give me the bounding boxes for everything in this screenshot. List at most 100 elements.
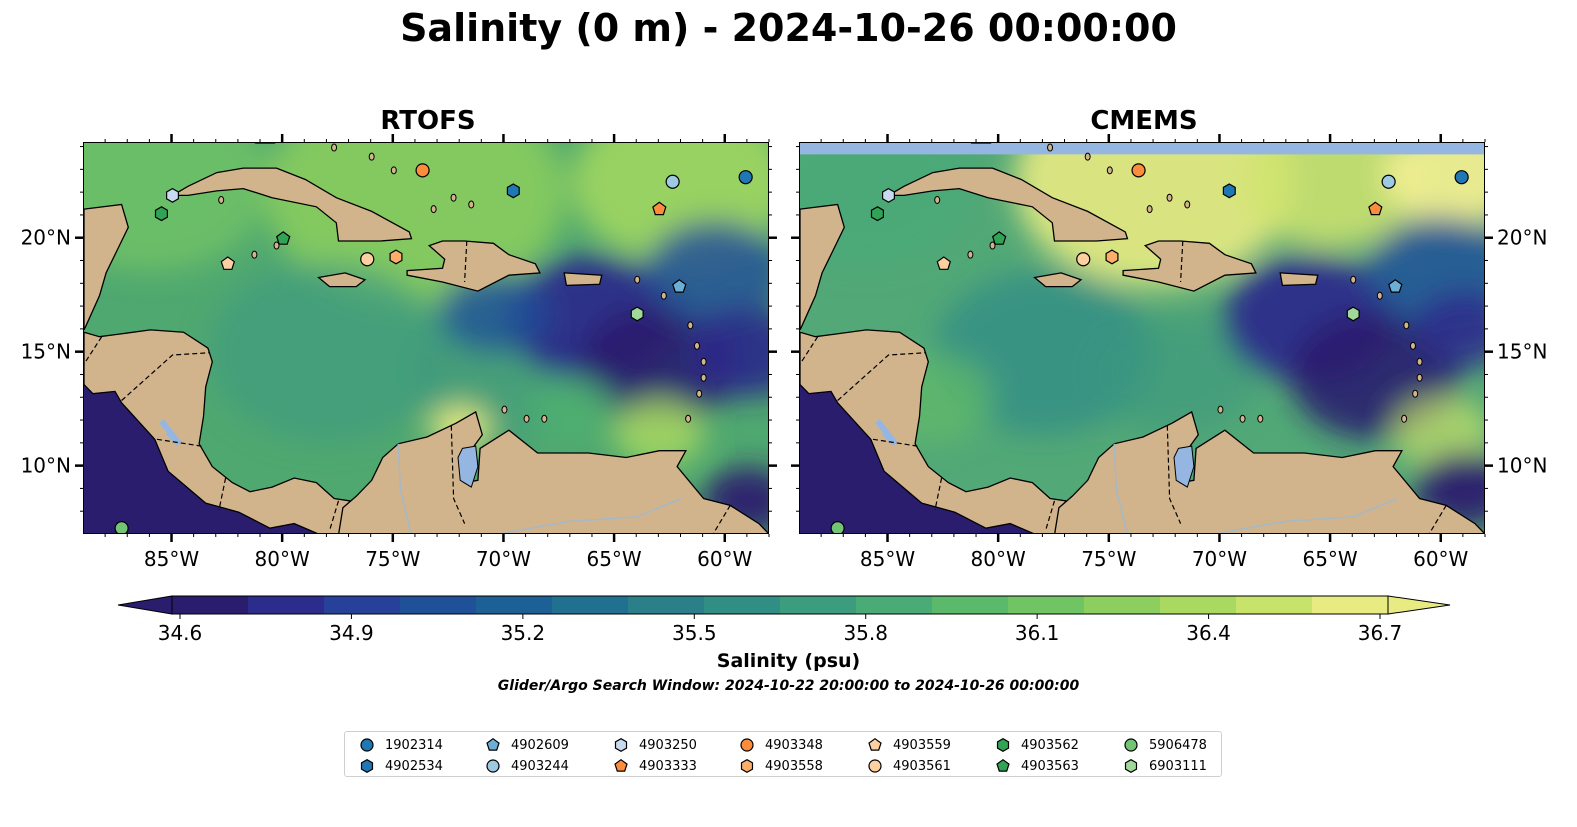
legend-marker-4903562 [996,738,1010,752]
legend-label: 4903348 [765,737,823,753]
float-marker-4903348 [415,163,430,178]
float-marker-4903558 [1105,249,1119,265]
figure-title: Salinity (0 m) - 2024-10-26 00:00:00 [400,6,1177,50]
float-marker-1902314 [738,170,753,185]
float-marker-4903563 [991,231,1007,245]
legend-item: 1902314 [359,735,443,755]
colorbar-segment [172,596,249,614]
float-marker-4903559 [936,256,952,270]
float-marker-4902534 [506,183,520,199]
legend-item: 6903111 [1123,756,1207,776]
float-legend: 1902314 4902534 4902609 4903244 4903250 49033… [344,731,1222,777]
legend-marker-4903558 [740,759,754,773]
cmems-map-canvas [800,143,1484,533]
colorbar-tick-label: 35.2 [501,621,546,645]
legend-item: 4902534 [359,756,443,776]
float-marker-4903558 [389,249,403,265]
colorbar-segment [1312,596,1389,614]
legend-marker-6903111 [1124,759,1138,773]
legend-item: 4903562 [995,735,1079,755]
colorbar-segment [400,596,477,614]
colorbar-tick-label: 34.9 [329,621,374,645]
colorbar-segment [324,596,401,614]
colorbar-tick-label: 36.7 [1358,621,1403,645]
float-marker-4902609 [672,279,687,293]
legend-marker-4902534 [360,759,374,773]
circle-marker-icon [486,759,500,773]
legend-marker-5906478 [1124,738,1138,752]
colorbar-segment [856,596,933,614]
lon-tick-label: 65°W [586,547,641,571]
float-marker-4903559 [220,256,236,270]
float-marker-5906478 [830,521,845,533]
legend-item: 4903559 [867,735,951,755]
lon-tick-label: 60°W [697,547,752,571]
legend-marker-4903250 [614,738,628,752]
hexagon-marker-icon [1124,759,1138,773]
lon-tick-label: 60°W [1413,547,1468,571]
cmems-panel-title: CMEMS [1090,106,1198,136]
colorbar-segment [1084,596,1161,614]
lon-tick-label: 85°W [860,547,915,571]
lat-tick-label: 20°N [1497,226,1547,250]
legend-marker-4903561 [868,759,882,773]
colorbar-segment [780,596,857,614]
float-marker-5906478 [114,521,129,533]
legend-marker-4902609 [486,737,500,751]
cmems-map[interactable] [799,142,1485,534]
float-marker-4903333 [652,201,667,216]
rtofs-panel-title: RTOFS [380,106,476,136]
colorbar-tick-label: 36.1 [1015,621,1060,645]
pentagon-marker-icon [614,758,628,772]
lat-tick-label: 10°N [21,454,71,478]
search-window-text: Glider/Argo Search Window: 2024-10-22 20… [497,678,1080,694]
colorbar-label: Salinity (psu) [716,650,861,672]
colorbar-segment [1236,596,1313,614]
legend-item: 4903333 [613,756,697,776]
legend-label: 6903111 [1149,758,1207,774]
legend-label: 4902534 [385,758,443,774]
colorbar-segment [628,596,705,614]
legend-marker-4903333 [614,758,628,772]
legend-label: 4903250 [639,737,697,753]
legend-item: 4903348 [739,735,823,755]
salinity-colorbar: 34.6 34.9 35.2 35.5 35.8 36.1 36.4 36.7 [117,595,1451,645]
float-marker-4903348 [1131,163,1146,178]
float-marker-6903111 [1346,306,1360,322]
legend-item: 4903250 [613,735,697,755]
colorbar-segment [1008,596,1085,614]
colorbar-segment [932,596,1009,614]
legend-item: 5906478 [1123,735,1207,755]
lon-tick-label: 85°W [144,547,199,571]
float-marker-4902609 [1388,279,1403,293]
float-marker-4903561 [1076,252,1091,267]
colorbar-min-extend [117,595,173,615]
legend-label: 4903333 [639,758,697,774]
legend-label: 4903244 [511,758,569,774]
circle-marker-icon [740,738,754,752]
rtofs-map-canvas [84,143,768,533]
legend-label: 1902314 [385,737,443,753]
hexagon-marker-icon [360,759,374,773]
lon-tick-label: 75°W [365,547,420,571]
lon-tick-label: 75°W [1081,547,1136,571]
colorbar-segment [248,596,325,614]
circle-marker-icon [360,738,374,752]
colorbar-segment [552,596,629,614]
legend-marker-4903559 [868,737,882,751]
circle-marker-icon [868,759,882,773]
lon-tick-label: 80°W [255,547,310,571]
colorbar-tick-label: 35.8 [843,621,888,645]
legend-item: 4903563 [995,756,1079,776]
float-marker-4903244 [665,174,680,189]
rtofs-map[interactable] [83,142,769,534]
legend-item: 4903558 [739,756,823,776]
legend-marker-4903244 [486,759,500,773]
colorbar-max-extend [1387,595,1451,615]
legend-label: 4903562 [1021,737,1079,753]
float-marker-4902534 [1222,183,1236,199]
colorbar-tick-label: 36.4 [1186,621,1231,645]
legend-marker-4903348 [740,738,754,752]
float-marker-4903244 [1381,174,1396,189]
